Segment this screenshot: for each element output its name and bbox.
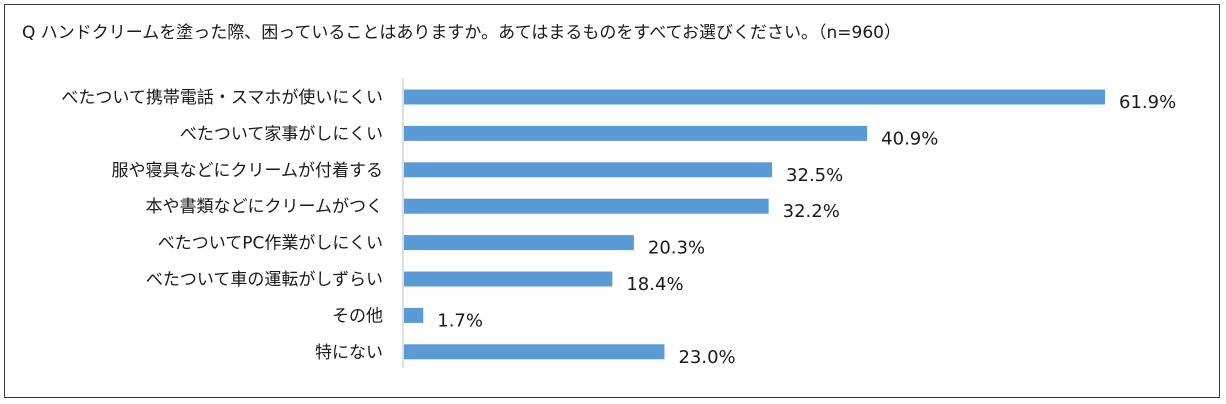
category-label: べたついて携帯電話・スマホが使いにくい <box>61 87 383 108</box>
category-label: べたついて車の運転がしずらい <box>146 270 383 290</box>
category-label: べたついて家事がしにくい <box>180 124 383 144</box>
bar <box>404 344 665 360</box>
bar <box>404 198 769 214</box>
category-label: その他 <box>332 306 383 326</box>
value-label: 20.3% <box>648 238 705 259</box>
question-title: Q ハンドクリームを塗った際、困っていることはありますか。あてはまるものをすべて… <box>22 23 901 43</box>
value-label: 32.2% <box>783 201 840 222</box>
category-label: 本や書類などにクリームがつく <box>146 197 384 217</box>
bar-row: 本や書類などにクリームがつく 32.2% <box>146 197 840 222</box>
bar <box>404 271 613 287</box>
value-label: 18.4% <box>626 274 683 295</box>
bar-row: 服や寝具などにクリームが付着する 32.5% <box>112 160 844 186</box>
bar-row: べたついて携帯電話・スマホが使いにくい 61.9% <box>61 87 1176 113</box>
category-label: 特にない <box>315 343 383 363</box>
bar-row: その他 1.7% <box>332 306 483 331</box>
bar-row: べたついて車の運転がしずらい 18.4% <box>146 270 684 295</box>
category-label: べたついてPC作業がしにくい <box>158 234 383 254</box>
value-label: 1.7% <box>437 310 483 331</box>
bar-row: べたついて家事がしにくい 40.9% <box>180 124 939 149</box>
bar-row: べたついてPC作業がしにくい 20.3% <box>158 234 705 259</box>
bar <box>404 307 424 323</box>
bar <box>404 162 773 178</box>
value-label: 32.5% <box>786 165 843 186</box>
category-label: 服や寝具などにクリームが付着する <box>112 160 384 181</box>
value-label: 23.0% <box>678 347 735 368</box>
bar <box>404 125 868 141</box>
bar-row: 特にない 23.0% <box>315 343 736 368</box>
value-label: 61.9% <box>1119 92 1176 113</box>
bar <box>404 235 634 251</box>
value-label: 40.9% <box>881 128 938 149</box>
bar <box>404 89 1105 105</box>
